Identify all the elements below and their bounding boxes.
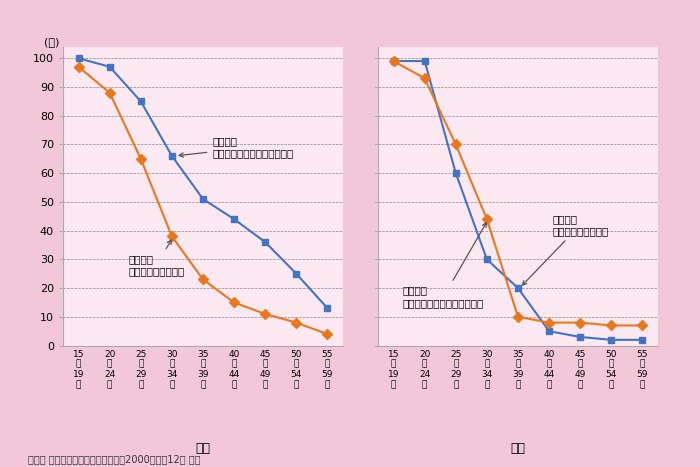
Text: 常用雇用
（一般労働に相当）: 常用雇用 （一般労働に相当） — [128, 240, 185, 276]
Text: 臨時雇用
（パートタイム雇用に相当）: 臨時雇用 （パートタイム雇用に相当） — [403, 223, 486, 308]
Text: 女性: 女性 — [510, 442, 526, 455]
Text: 臨時雇用
（パートタイム雇用に相当）: 臨時雇用 （パートタイム雇用に相当） — [179, 136, 293, 158]
Text: 資料： 総務省統計局『国勢調査』（2000（平成12） 年）: 資料： 総務省統計局『国勢調査』（2000（平成12） 年） — [28, 455, 200, 465]
Text: 男性: 男性 — [195, 442, 211, 455]
Text: 常用雇用
（一般労働に相当）: 常用雇用 （一般労働に相当） — [522, 214, 608, 285]
Text: (％): (％) — [44, 37, 60, 47]
